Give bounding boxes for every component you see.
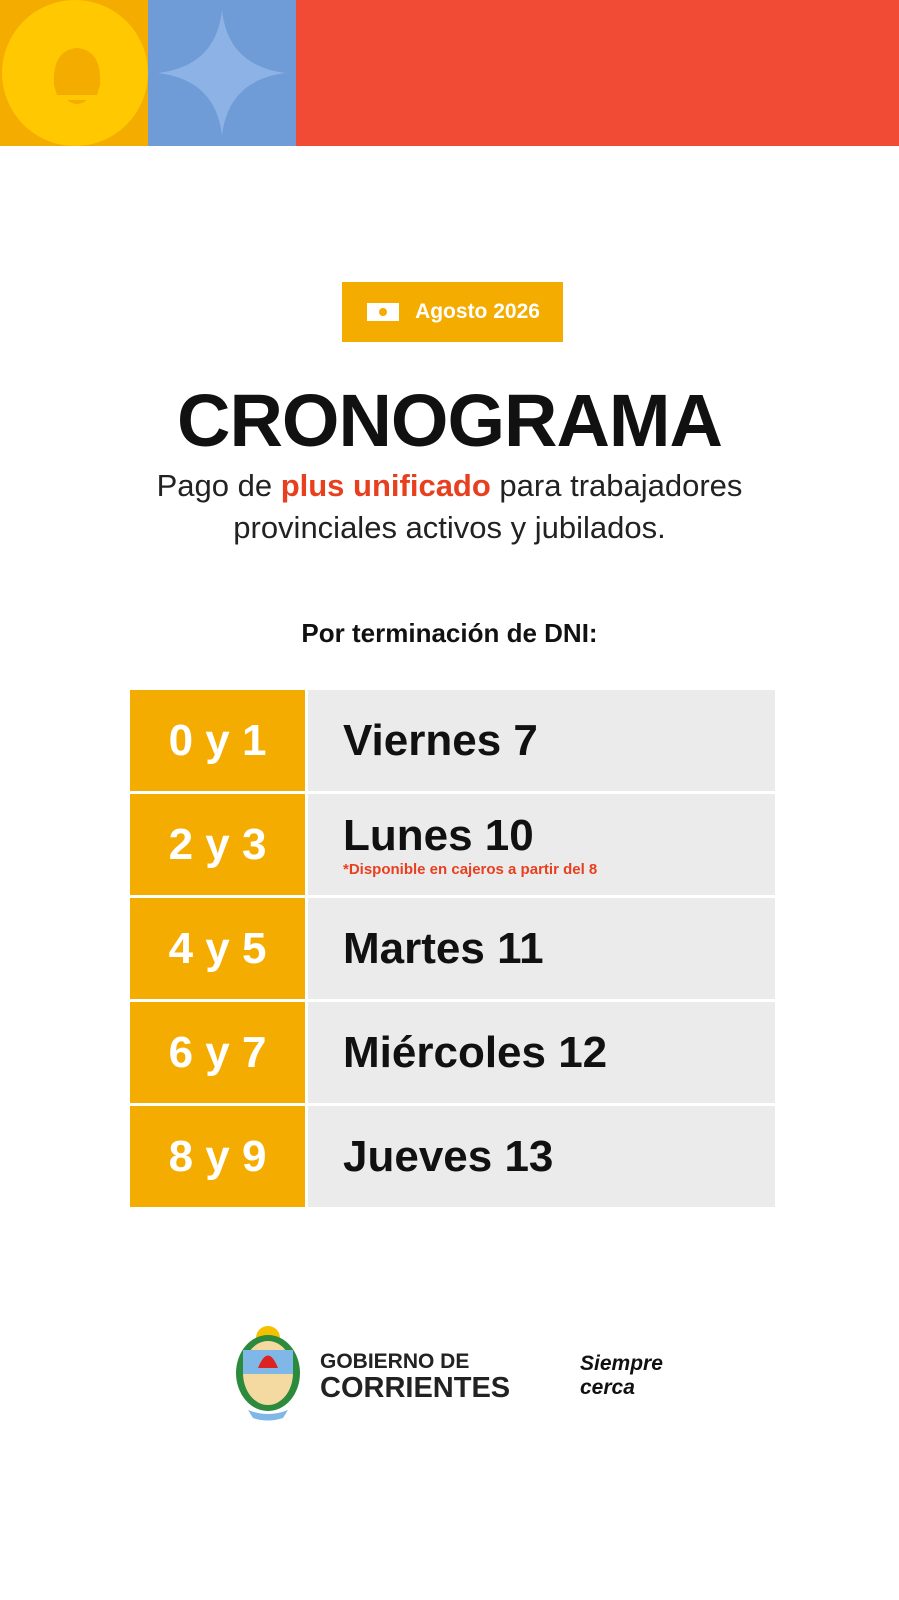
dni-cell: 2 y 3	[130, 794, 305, 895]
day-text: Miércoles 12	[343, 1027, 608, 1077]
intro: Por terminación de DNI:	[301, 618, 598, 648]
slogan-line: cerca	[580, 1376, 635, 1399]
subtitle: Pago de plus unificado para trabajadores…	[100, 465, 799, 549]
slogan-line: Siempre	[580, 1352, 663, 1375]
day-cell: Viernes 7	[308, 690, 775, 791]
dni-cell: 0 y 1	[130, 690, 305, 791]
day-cell: Lunes 10 *Disponible en cajeros a partir …	[308, 794, 775, 895]
schedule-row: 2 y 3 Lunes 10 *Disponible en cajeros a pa…	[130, 794, 775, 895]
dni-cell: 8 y 9	[130, 1106, 305, 1207]
badge: Agosto 2026	[342, 282, 563, 342]
dni-cell: 4 y 5	[130, 898, 305, 999]
header-block	[0, 0, 148, 146]
day-note: *Disponible en cajeros a partir del 8	[343, 861, 598, 878]
header-block	[148, 0, 296, 146]
schedule-row: 0 y 1 Viernes 7	[130, 690, 775, 791]
day-text: Martes 11	[343, 923, 544, 973]
day-text: Viernes 7	[343, 715, 538, 765]
day-cell: Miércoles 12	[308, 1002, 775, 1103]
schedule-row: 6 y 7 Miércoles 12	[130, 1002, 775, 1103]
title: CRONOGRAMA	[177, 379, 723, 462]
org: GOBIERNO DE CORRIENTES	[320, 1350, 510, 1405]
schedule-row: 4 y 5 Martes 11	[130, 898, 775, 999]
subtitle-text: para trabajadores provinciales activos y…	[233, 468, 743, 545]
day-cell: Jueves 13	[308, 1106, 775, 1207]
day-text: Jueves 13	[343, 1131, 554, 1181]
header-block	[296, 0, 899, 146]
slogan: Siempre cerca	[580, 1352, 663, 1400]
schedule-row: 8 y 9 Jueves 13	[130, 1106, 775, 1207]
org-line: GOBIERNO DE	[320, 1350, 470, 1373]
day-text: Lunes 10	[343, 811, 534, 860]
subtitle-text: Pago de	[156, 468, 281, 503]
coat-of-arms	[236, 1326, 300, 1421]
badge-text: Agosto 2026	[415, 300, 540, 323]
dni-cell: 6 y 7	[130, 1002, 305, 1103]
day-cell: Martes 11	[308, 898, 775, 999]
org-line: CORRIENTES	[320, 1372, 511, 1404]
subtitle-highlight: plus unificado	[280, 468, 491, 503]
